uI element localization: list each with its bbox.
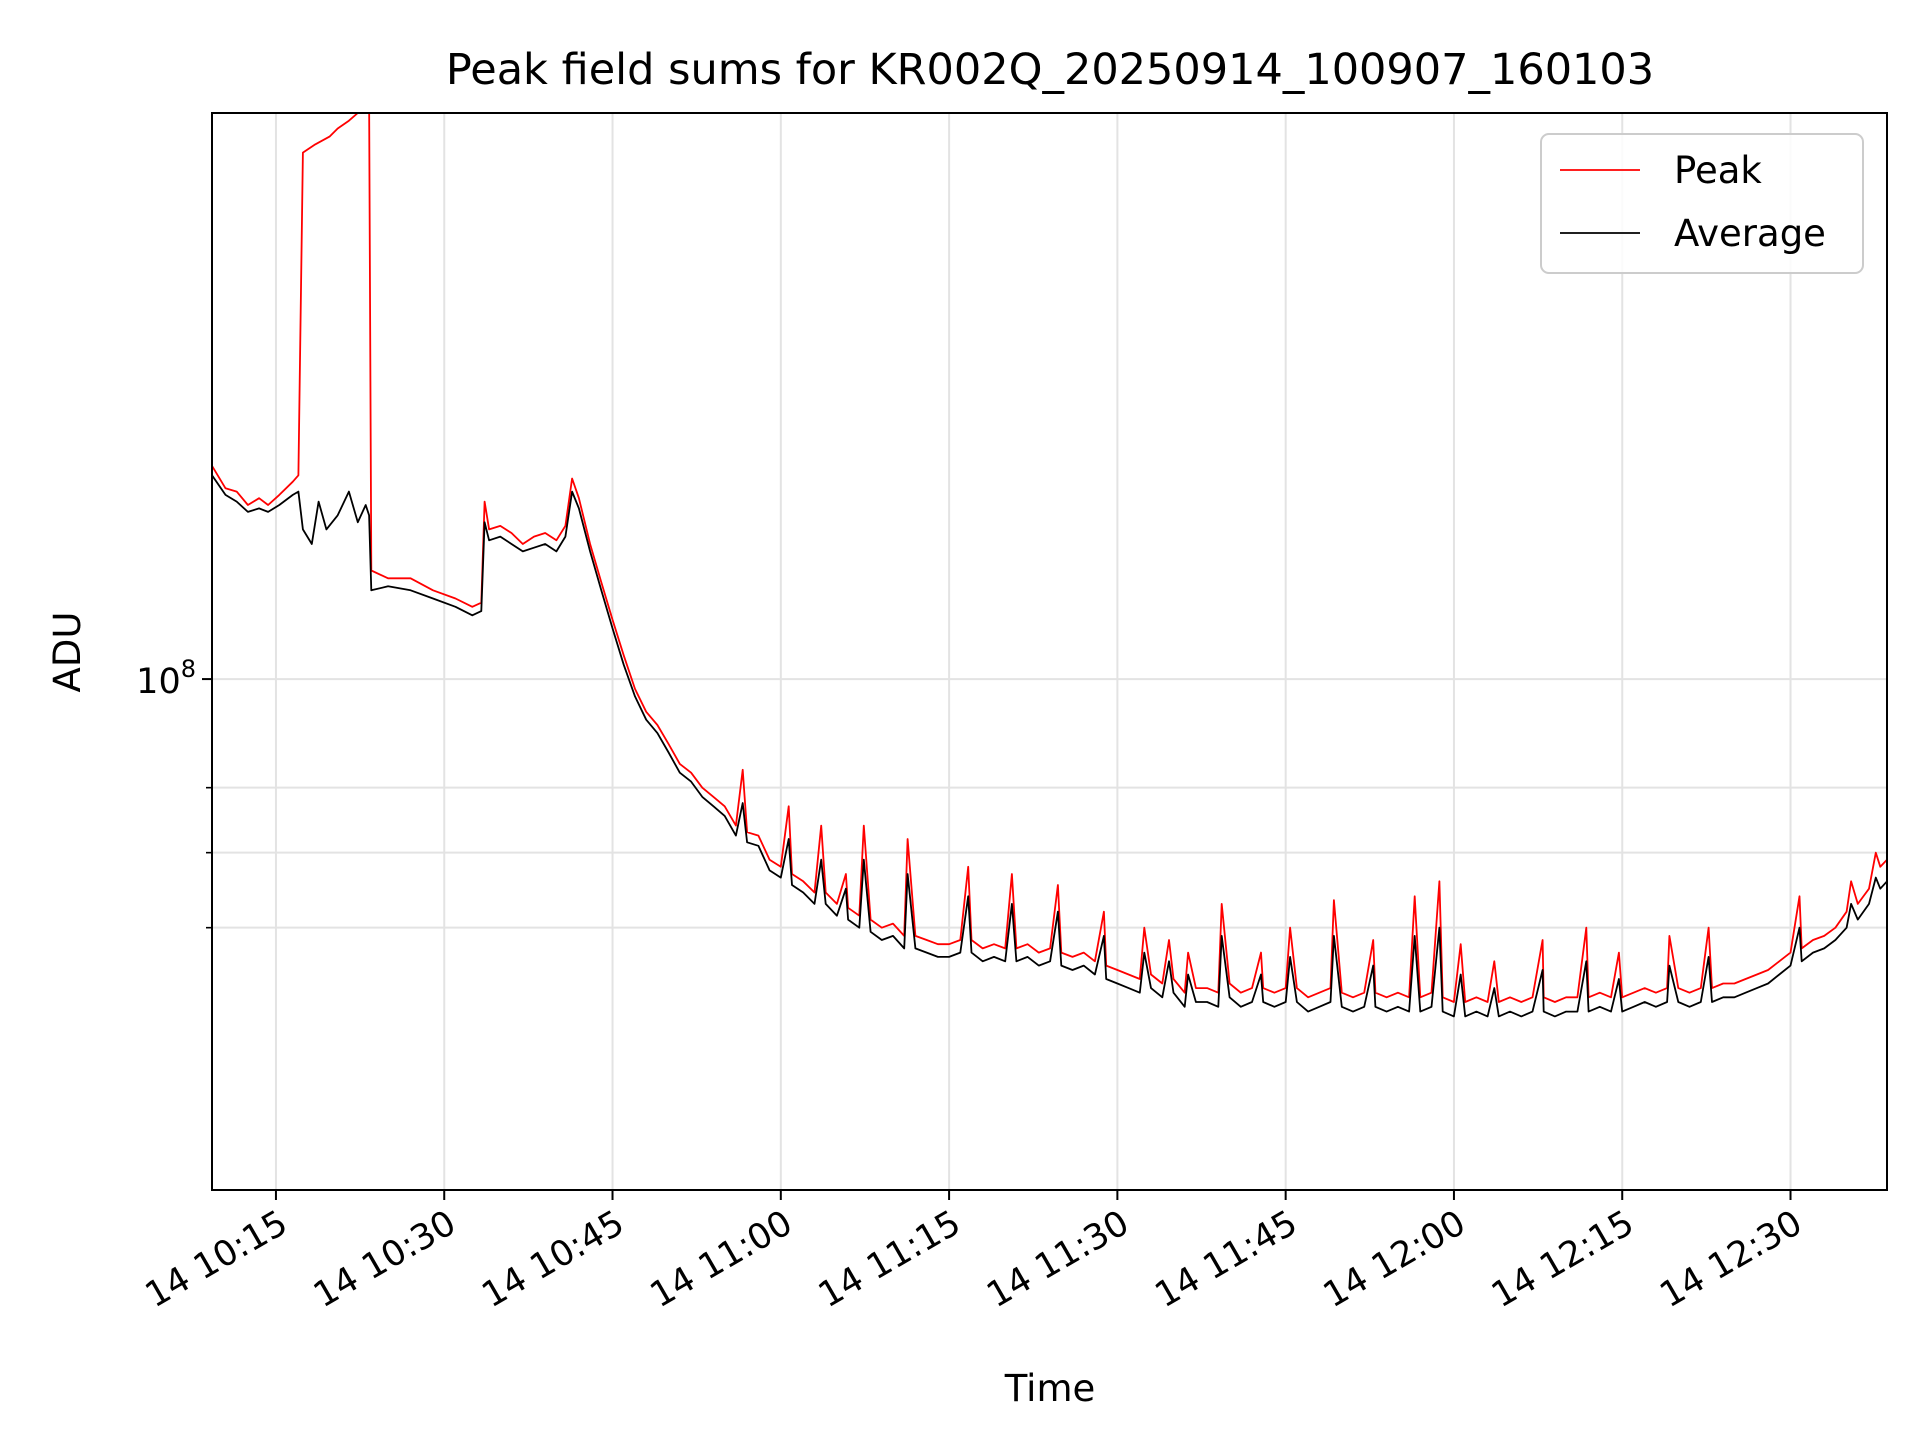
legend-box [1540, 133, 1864, 274]
series-layer [212, 113, 1887, 1018]
chart-title: Peak field sums for KR002Q_20250914_1009… [446, 45, 1654, 95]
x-axis-label: Time [1004, 1367, 1096, 1410]
series-line-peak [212, 113, 1887, 1003]
legend-label-average: Average [1674, 212, 1826, 255]
y-tick-label: 108 [136, 655, 196, 702]
chart-legend: Peak Average [1540, 133, 1864, 274]
plot-frame [211, 112, 1888, 1191]
legend-label-peak: Peak [1674, 149, 1762, 192]
y-axis-label: ADU [46, 612, 89, 693]
grid-lines [212, 113, 1887, 1190]
series-line-average [212, 474, 1887, 1018]
